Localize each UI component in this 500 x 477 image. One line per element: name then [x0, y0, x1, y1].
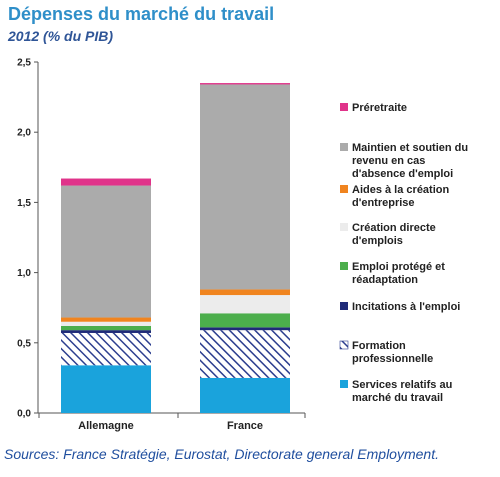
- chart-bars: Services relatifs au marché du travail: …: [38, 83, 306, 432]
- bar-segment: Aides à la création d'entreprise: 0.04: [200, 289, 290, 296]
- y-tick-label: 0,0: [17, 409, 31, 420]
- chart-legend: Services relatifs au marché du travail For…: [339, 102, 468, 404]
- legend-swatch: [340, 143, 348, 151]
- legend-swatch: [339, 340, 349, 350]
- bar-segment: Services relatifs au marché du travail: …: [200, 377, 290, 413]
- x-category-label: France: [227, 420, 263, 432]
- legend-label: Services relatifs au marché du travail: [352, 379, 452, 404]
- legend-label: Création directe d'emplois: [352, 222, 436, 247]
- legend-label: Préretraite: [352, 102, 407, 114]
- y-tick-label: 2,5: [17, 58, 31, 69]
- bar-segment: Incitations à l'emploi: 0.02: [200, 327, 290, 331]
- legend-label: Aides à la création d'entreprise: [352, 184, 449, 209]
- legend-swatch: [340, 380, 348, 388]
- bar-segment: Préretraite: 0.05: [61, 178, 151, 186]
- y-tick-label: 1,0: [17, 268, 31, 279]
- bar-segment: Préretraite: 0.01: [200, 83, 290, 85]
- y-tick-label: 2,0: [17, 128, 31, 139]
- bar-segment: Aides à la création d'entreprise: 0.03: [61, 317, 151, 322]
- legend-label: Maintien et soutien du revenu en cas d'abs…: [352, 142, 468, 180]
- legend-label: Formation professionnelle: [352, 340, 433, 365]
- bar-segment: Maintien et soutien du revenu en cas d'a…: [200, 84, 290, 290]
- bar-segment: Formation professionnelle: 0.34: [200, 330, 290, 378]
- bar-segment: Maintien et soutien du revenu en cas d'a…: [61, 185, 151, 318]
- y-tick-label: 0,5: [17, 338, 31, 349]
- bar-segment: Création directe d'emplois: 0.13: [200, 295, 290, 314]
- legend-swatch: [340, 185, 348, 193]
- stacked-bar-chart: 0,0 0,5 1,0 1,5 2,0 2,5 Services relatifs au …: [17, 58, 468, 433]
- y-tick-label: 1,5: [17, 198, 31, 209]
- legend-swatch: [340, 103, 348, 111]
- chart-subtitle: 2012 (% du PIB): [8, 28, 114, 44]
- legend-label: Emploi protégé et réadaptation: [352, 261, 445, 286]
- bar-segment: Création directe d'emplois: 0.03: [61, 321, 151, 326]
- bar-segment: Incitations à l'emploi: 0.02: [61, 330, 151, 333]
- legend-label: Incitations à l'emploi: [352, 301, 460, 313]
- x-category-label: Allemagne: [78, 420, 134, 432]
- chart-title: Dépenses du marché du travail: [8, 4, 275, 24]
- bar-segment: Emploi protégé et réadaptation: 0.03: [61, 325, 151, 331]
- legend-swatch: [340, 262, 348, 270]
- bar-segment: Formation professionnelle: 0.23: [61, 332, 151, 366]
- source-note: Sources: France Stratégie, Eurostat, Dir…: [4, 446, 439, 462]
- bar-segment: Emploi protégé et réadaptation: 0.1: [200, 313, 290, 328]
- legend-swatch: [340, 223, 348, 231]
- legend-swatch: [340, 302, 348, 310]
- bar-segment: Services relatifs au marché du travail: …: [61, 365, 151, 413]
